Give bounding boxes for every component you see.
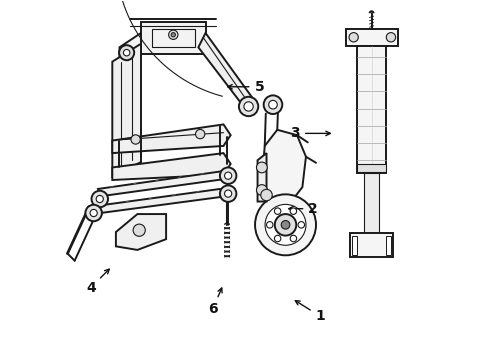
Text: 4: 4 xyxy=(86,269,109,294)
Circle shape xyxy=(92,191,108,207)
Polygon shape xyxy=(357,45,386,173)
Circle shape xyxy=(220,185,236,202)
Circle shape xyxy=(133,224,146,236)
Circle shape xyxy=(169,30,178,40)
Circle shape xyxy=(244,102,253,111)
Circle shape xyxy=(281,221,290,229)
Circle shape xyxy=(265,204,306,245)
Text: 1: 1 xyxy=(295,301,325,323)
Circle shape xyxy=(220,167,236,184)
Polygon shape xyxy=(198,33,252,108)
Circle shape xyxy=(96,195,103,203)
Circle shape xyxy=(85,205,102,221)
Circle shape xyxy=(90,210,97,217)
Polygon shape xyxy=(98,171,231,196)
Polygon shape xyxy=(112,125,231,153)
Polygon shape xyxy=(357,164,386,172)
Text: 3: 3 xyxy=(291,126,330,140)
Circle shape xyxy=(196,130,205,139)
Circle shape xyxy=(256,162,267,173)
Polygon shape xyxy=(116,214,166,250)
Circle shape xyxy=(275,214,296,235)
Polygon shape xyxy=(350,233,393,257)
Polygon shape xyxy=(261,130,306,203)
Text: 5: 5 xyxy=(228,80,264,94)
Polygon shape xyxy=(89,189,227,214)
Polygon shape xyxy=(386,235,392,255)
Circle shape xyxy=(386,33,395,42)
Circle shape xyxy=(261,189,272,201)
Polygon shape xyxy=(258,153,267,202)
Circle shape xyxy=(239,97,258,116)
Circle shape xyxy=(274,235,281,242)
Polygon shape xyxy=(141,22,205,54)
Circle shape xyxy=(290,208,296,215)
Circle shape xyxy=(224,190,232,197)
Circle shape xyxy=(269,100,277,109)
Text: 2: 2 xyxy=(289,202,318,216)
Circle shape xyxy=(349,33,358,42)
Polygon shape xyxy=(365,173,379,234)
Circle shape xyxy=(298,222,304,228)
Polygon shape xyxy=(352,235,357,255)
Circle shape xyxy=(171,33,175,37)
Polygon shape xyxy=(112,153,231,180)
Circle shape xyxy=(256,185,267,195)
Circle shape xyxy=(274,208,281,215)
Circle shape xyxy=(224,172,232,179)
Polygon shape xyxy=(346,30,398,45)
Circle shape xyxy=(290,235,296,242)
Circle shape xyxy=(255,194,316,255)
Circle shape xyxy=(119,45,134,60)
Circle shape xyxy=(123,49,130,56)
Circle shape xyxy=(131,135,140,144)
Polygon shape xyxy=(120,33,141,65)
Circle shape xyxy=(264,95,282,114)
Text: 6: 6 xyxy=(208,288,222,316)
Circle shape xyxy=(267,222,273,228)
Polygon shape xyxy=(112,44,141,176)
